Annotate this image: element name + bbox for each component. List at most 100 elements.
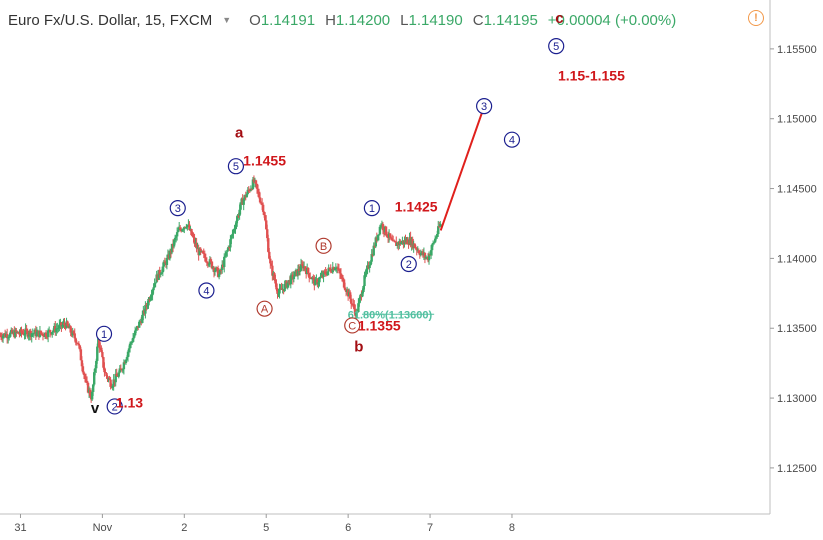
candle [267,234,270,253]
wave-label-text: 3 [175,203,181,215]
candle-body [278,288,281,294]
candle [119,364,123,370]
candle [343,282,347,291]
candle-body [152,287,155,291]
candle-body [101,352,104,358]
candle-body [202,253,205,255]
candle [96,343,99,364]
candle-body [342,279,346,288]
candle-body [372,245,375,256]
wave-label-text: v [91,400,100,417]
candle-body [94,368,97,373]
candle-body [188,224,191,230]
candle-body [407,243,410,245]
candle [35,327,39,338]
candle-body [406,239,409,244]
wave-label: 3 [169,200,186,217]
candle-body [109,379,112,387]
candle-body [115,373,118,376]
candle-body [220,264,224,270]
candle-body [225,251,228,256]
candle-body [204,257,208,262]
candle-body [319,276,322,279]
time-axis[interactable]: 31 Nov 2 5 6 7 8 [14,514,515,534]
wave-circle [400,255,417,273]
candle-body [134,328,138,331]
candle [198,247,201,256]
wave-circle [106,398,123,415]
candle-body [111,385,114,388]
candle-body [153,283,156,288]
candle [175,227,179,241]
candle-body [269,258,272,264]
candle-body [119,368,123,370]
candle-body [51,332,54,335]
candle [134,328,138,334]
candle [32,332,35,338]
candle [144,301,147,319]
candle-body [229,239,232,248]
candle [91,383,95,396]
candle [433,235,437,244]
y-tick-label: 1.12500 [777,463,817,475]
x-tick-label: Nov [93,522,113,534]
wave-label-text: c [555,10,563,27]
candle-body [93,372,96,385]
candle-body [276,289,279,294]
open-value: 1.14191 [260,11,316,29]
candle [81,363,85,374]
candle-body [0,335,3,338]
candle-body [201,251,204,254]
candle-body [245,193,248,198]
wave-label: 3 [476,98,493,115]
wave-circle [363,200,380,217]
candle-body [368,265,371,268]
candle-body [168,250,172,259]
symbol-dropdown-icon[interactable]: ▼ [222,15,232,25]
candle-body [223,256,226,268]
candle [327,264,330,276]
warning-icon[interactable]: ! [748,10,764,26]
candle [255,183,259,194]
wave-label-text: b [354,338,363,355]
candle-body [350,298,353,304]
candle-body [355,311,358,316]
wave-label-text: 4 [509,135,515,147]
candle-body [38,330,42,337]
y-tick-label: 1.13000 [777,393,817,405]
candle-body [414,247,417,249]
candle-body [268,251,271,259]
candle-body [326,271,329,275]
candle-body [434,237,438,239]
candle-body [298,270,302,272]
candle-body [439,223,442,227]
wave-circle [95,325,113,342]
candle-body [144,305,147,314]
candle-body [376,234,380,241]
candle-body [95,360,98,369]
candle-body [413,243,416,248]
symbol-title[interactable]: Euro Fx/U.S. Dollar, 15, FXCM [8,11,213,29]
candle [227,245,230,252]
close-label: C [472,11,484,29]
wave-label: 1 [95,325,113,342]
candle-body [175,232,179,237]
candle [268,248,271,260]
candle-body [138,321,141,328]
candle [251,176,255,191]
candle-body [181,229,184,232]
candle-body [390,238,394,241]
candle-body [24,328,27,335]
candle [79,347,83,361]
candle [114,369,117,387]
candle-body [356,311,359,313]
candle-body [6,337,10,339]
candle [270,260,273,267]
price-axis[interactable]: 1.15500 1.15000 1.14500 1.14000 1.13500 1.130… [770,44,817,475]
candle-body [265,220,268,230]
candle [439,221,442,228]
candle-body [27,335,30,337]
candle-body [22,333,25,335]
candle-body [114,373,117,383]
